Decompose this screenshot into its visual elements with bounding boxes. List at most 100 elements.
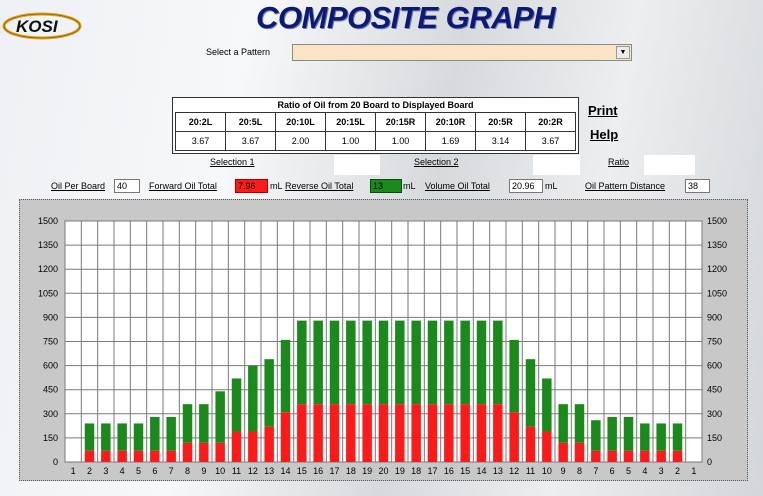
print-link[interactable]: Print	[588, 103, 618, 118]
oil-per-board-label: Oil Per Board	[51, 181, 106, 191]
bar-forward-oil	[101, 450, 111, 462]
volume-oil-value: 20.96	[509, 179, 543, 193]
bar-forward-oil	[117, 450, 127, 462]
pattern-label: Select a Pattern	[206, 47, 271, 57]
bar-reverse-oil	[460, 320, 470, 405]
x-tick-label: 18	[411, 466, 421, 476]
x-tick-label: 5	[136, 466, 141, 476]
help-link[interactable]: Help	[590, 127, 619, 142]
y-tick-label-left: 750	[43, 337, 58, 347]
ratio-value: 1.00	[375, 131, 426, 151]
bar-reverse-oil	[411, 320, 421, 405]
x-tick-label: 8	[185, 466, 190, 476]
selection-2-field[interactable]	[533, 155, 580, 175]
reverse-oil-label: Reverse Oil Total	[285, 181, 354, 191]
ratio-header: 20:5R	[475, 112, 526, 132]
logo-text: KOSI	[16, 17, 59, 36]
bar-forward-oil	[623, 450, 634, 462]
x-tick-label: 4	[642, 466, 647, 476]
x-tick-label: 6	[152, 466, 157, 476]
ratio-value: 3.67	[525, 131, 576, 151]
ratio-header: 20:10R	[425, 112, 476, 132]
bar-reverse-oil	[264, 359, 274, 427]
selection-1-label: Selection 1	[210, 157, 255, 167]
bar-forward-oil	[427, 404, 438, 462]
bar-forward-oil	[444, 404, 454, 462]
ratio-value: 1.69	[425, 131, 476, 151]
bar-reverse-oil	[542, 378, 552, 432]
x-tick-label: 1	[71, 466, 76, 476]
x-tick-label: 19	[395, 466, 405, 476]
pattern-distance-input[interactable]: 38	[685, 179, 710, 193]
bar-forward-oil	[264, 426, 274, 462]
y-tick-label-left: 1200	[38, 264, 58, 274]
y-tick-label-right: 750	[707, 337, 722, 347]
y-tick-label-right: 1500	[707, 216, 727, 226]
pattern-select[interactable]: ▼	[292, 44, 632, 61]
bar-reverse-oil	[591, 420, 601, 451]
chevron-down-icon[interactable]: ▼	[616, 46, 630, 59]
x-tick-label: 14	[280, 466, 290, 476]
selection-1-field[interactable]	[334, 155, 380, 175]
bar-reverse-oil	[672, 423, 683, 451]
x-tick-label: 16	[444, 466, 454, 476]
y-tick-label-left: 900	[43, 312, 58, 322]
x-tick-label: 2	[87, 466, 92, 476]
y-tick-label-right: 1350	[707, 240, 727, 250]
ratio-header: 20:2R	[525, 112, 576, 132]
ratio-title: Ratio of Oil from 20 Board to Displayed …	[277, 100, 474, 110]
bar-reverse-oil	[476, 320, 487, 405]
x-tick-label: 19	[362, 466, 372, 476]
bar-reverse-oil	[362, 320, 372, 405]
bar-forward-oil	[509, 412, 519, 462]
x-tick-label: 11	[232, 466, 241, 476]
x-tick-label: 3	[103, 466, 108, 476]
forward-oil-label: Forward Oil Total	[149, 181, 217, 191]
oil-per-board-input[interactable]: 40	[114, 179, 140, 193]
ratio-header: 20:15R	[375, 112, 426, 132]
bar-forward-oil	[411, 404, 421, 462]
bar-forward-oil	[231, 431, 242, 462]
ratio-value: 3.67	[175, 131, 226, 151]
bar-forward-oil	[313, 404, 323, 462]
bar-reverse-oil	[297, 320, 307, 405]
y-tick-label-right: 1050	[707, 288, 727, 298]
bar-reverse-oil	[623, 417, 634, 451]
ratio-label: Ratio	[608, 157, 630, 167]
x-tick-label: 12	[509, 466, 519, 476]
x-tick-label: 1	[691, 466, 696, 476]
bar-forward-oil	[84, 450, 95, 462]
ratio-panel: Ratio of Oil from 20 Board to Displayed …	[172, 97, 579, 154]
x-tick-label: 9	[561, 466, 566, 476]
x-tick-label: 9	[201, 466, 206, 476]
ratio-table: 20:2L 20:5L 20:10L 20:15L 20:15R 20:10R …	[175, 112, 576, 151]
y-tick-label-left: 1350	[38, 240, 58, 250]
x-tick-label: 15	[460, 466, 470, 476]
bar-forward-oil	[640, 450, 650, 462]
ratio-value: 3.14	[475, 131, 526, 151]
bar-reverse-oil	[215, 391, 225, 443]
bar-reverse-oil	[558, 404, 568, 443]
bar-forward-oil	[574, 442, 585, 462]
y-tick-label-right: 450	[707, 385, 722, 395]
forward-oil-value: 7.96	[235, 179, 268, 193]
x-tick-label: 12	[248, 466, 258, 476]
bar-forward-oil	[672, 450, 683, 462]
bar-forward-oil	[280, 412, 291, 462]
composite-chart: 0 0 150 150 300 300 450 450 600 600 750 750 900 900 10…	[19, 199, 748, 481]
bar-reverse-oil	[248, 365, 258, 432]
bar-forward-oil	[150, 450, 160, 462]
bar-reverse-oil	[378, 320, 389, 405]
x-tick-label: 7	[169, 466, 174, 476]
bar-reverse-oil	[150, 417, 160, 451]
bar-reverse-oil	[84, 423, 95, 451]
ratio-field[interactable]	[644, 155, 695, 175]
y-tick-label-left: 0	[53, 457, 58, 467]
x-tick-label: 8	[577, 466, 582, 476]
y-tick-label-left: 600	[43, 361, 58, 371]
x-tick-label: 17	[427, 466, 437, 476]
x-tick-label: 6	[610, 466, 615, 476]
y-tick-label-right: 0	[707, 457, 712, 467]
ratio-header: 20:5L	[225, 112, 276, 132]
bar-forward-oil	[329, 404, 340, 462]
